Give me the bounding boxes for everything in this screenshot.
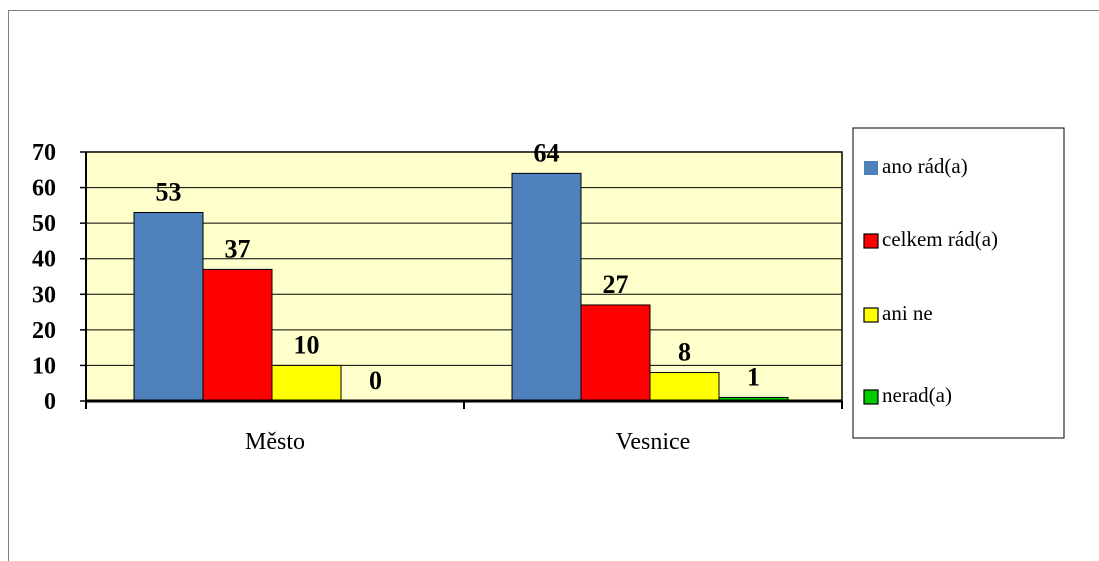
chart-frame (8, 10, 1099, 561)
legend-swatch (863, 389, 879, 405)
category-label: Vesnice (616, 429, 691, 455)
data-label: 64 (534, 138, 560, 167)
plot-area: 0 10 20 30 40 50 60 70 53 37 10 0 Město 64 27 8 1 Vesnice (32, 138, 843, 455)
legend-swatch (863, 307, 879, 323)
bar-ano rád(a) (133, 211, 204, 402)
y-tick-label: 0 (44, 389, 56, 415)
y-tick-label: 70 (32, 140, 56, 166)
legend-label: ani ne (882, 301, 933, 325)
data-label: 37 (225, 234, 251, 263)
y-tick-label: 10 (32, 353, 56, 379)
y-tick-label: 50 (32, 211, 56, 237)
legend-swatch (864, 161, 878, 175)
legend: ano rád(a) celkem rád(a) ani ne nerad(a) (852, 127, 1065, 439)
bar-celkem rád(a) (580, 304, 651, 402)
bar-ani ne (271, 364, 342, 402)
y-tick-label: 30 (32, 282, 56, 308)
data-label: 27 (603, 270, 629, 299)
y-tick-label: 60 (32, 176, 56, 202)
data-label: 8 (678, 338, 691, 367)
bar-celkem rád(a) (202, 268, 273, 402)
legend-label: celkem rád(a) (882, 227, 998, 251)
legend-label: ano rád(a) (882, 154, 968, 178)
bar-ani ne (649, 372, 720, 402)
y-tick-label: 40 (32, 247, 56, 273)
data-label: 53 (156, 177, 182, 206)
legend-swatch (863, 233, 879, 249)
data-label: 0 (369, 366, 382, 395)
y-tick-label: 20 (32, 318, 56, 344)
data-label: 10 (294, 330, 320, 359)
legend-box (852, 127, 1065, 439)
category-label: Město (245, 429, 305, 455)
bar-ano rád(a) (511, 172, 582, 402)
legend-label: nerad(a) (882, 383, 952, 407)
data-label: 1 (747, 362, 760, 391)
